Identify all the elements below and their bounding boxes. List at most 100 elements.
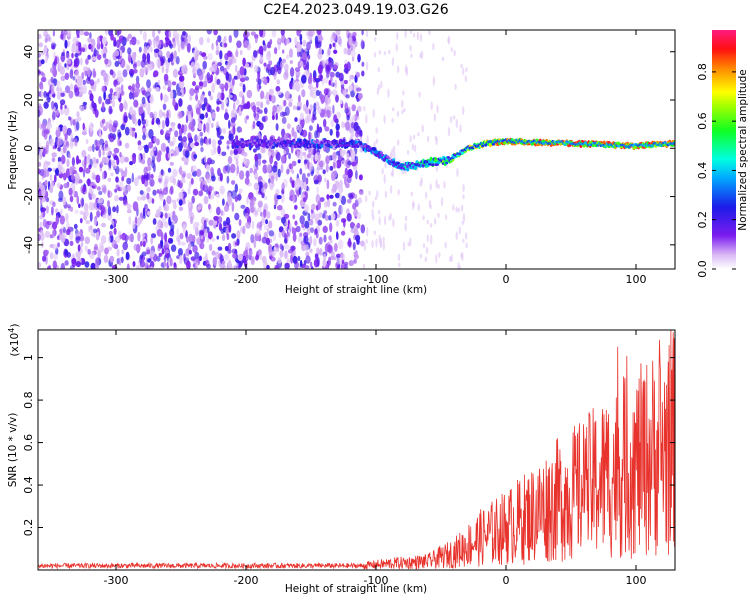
signal-cell — [672, 141, 675, 145]
noise-speck — [291, 180, 295, 188]
noise-speck — [455, 118, 458, 129]
noise-speck — [280, 193, 285, 203]
noise-speck — [314, 153, 318, 162]
noise-speck — [358, 130, 362, 138]
noise-speck — [137, 216, 143, 225]
noise-speck — [325, 163, 329, 173]
noise-speck — [179, 255, 183, 265]
noise-speck — [435, 178, 438, 189]
noise-speck — [82, 168, 86, 178]
noise-speck — [132, 155, 137, 165]
noise-speck — [109, 88, 114, 94]
noise-speck — [170, 186, 174, 192]
noise-speck — [98, 133, 102, 139]
noise-speck — [253, 50, 258, 58]
noise-speck — [352, 242, 356, 251]
noise-speck — [365, 195, 368, 203]
noise-speck — [217, 62, 222, 67]
noise-speck — [57, 242, 60, 248]
noise-speck — [313, 237, 317, 247]
noise-speck — [112, 120, 119, 128]
noise-speck — [43, 129, 50, 134]
noise-speck — [215, 193, 221, 198]
noise-speck — [236, 108, 239, 114]
noise-speck — [145, 102, 150, 111]
noise-speck — [307, 172, 311, 177]
noise-speck — [45, 250, 49, 255]
noise-speck — [305, 99, 309, 108]
noise-speck — [119, 234, 126, 240]
noise-speck — [284, 244, 290, 250]
signal-cell — [481, 144, 485, 148]
noise-speck — [320, 94, 325, 104]
noise-speck — [351, 56, 355, 62]
noise-speck — [129, 106, 134, 115]
noise-speck — [81, 159, 87, 168]
noise-speck — [231, 248, 237, 254]
noise-speck — [154, 48, 160, 54]
noise-speck — [142, 127, 147, 133]
noise-speck — [108, 123, 113, 133]
noise-speck — [63, 30, 68, 36]
noise-speck — [203, 195, 209, 205]
noise-speck — [404, 222, 407, 232]
noise-speck — [112, 100, 115, 108]
noise-speck — [96, 210, 101, 218]
noise-speck — [450, 254, 453, 263]
noise-speck — [264, 196, 268, 201]
noise-speck — [219, 185, 225, 195]
noise-speck — [344, 176, 347, 186]
noise-speck — [391, 118, 394, 123]
noise-speck — [293, 227, 297, 234]
noise-speck — [182, 223, 187, 234]
snr-x-label: Height of straight line (km) — [285, 583, 427, 595]
noise-speck — [74, 53, 79, 58]
noise-speck — [254, 37, 258, 44]
noise-speck — [340, 195, 347, 205]
noise-speck — [113, 147, 120, 154]
noise-speck — [331, 89, 338, 96]
noise-speck — [294, 67, 301, 72]
noise-speck — [304, 244, 309, 252]
noise-speck — [139, 190, 144, 195]
noise-speck — [397, 189, 400, 196]
noise-speck — [109, 108, 113, 114]
noise-speck — [202, 81, 208, 88]
noise-speck — [59, 99, 66, 106]
noise-speck — [268, 220, 273, 229]
noise-speck — [288, 163, 292, 170]
noise-speck — [459, 124, 462, 133]
noise-speck — [38, 70, 41, 75]
noise-speck — [353, 84, 359, 94]
noise-speck — [60, 103, 63, 111]
noise-speck — [84, 104, 87, 110]
snr-frame — [37, 329, 676, 571]
noise-speck — [143, 46, 148, 55]
noise-speck — [208, 243, 213, 251]
noise-speck — [253, 111, 257, 118]
noise-speck — [444, 214, 448, 220]
noise-speck — [154, 36, 158, 42]
noise-speck — [134, 88, 141, 95]
noise-speck — [335, 219, 340, 227]
noise-speck — [372, 108, 375, 118]
noise-speck — [38, 33, 42, 40]
noise-speck — [392, 145, 396, 154]
signal-cell — [342, 138, 346, 143]
noise-speck — [309, 104, 313, 112]
noise-speck — [174, 130, 179, 138]
noise-speck — [245, 221, 251, 229]
noise-speck — [117, 129, 122, 139]
noise-speck — [215, 121, 220, 129]
noise-speck — [279, 250, 284, 258]
noise-speck — [149, 178, 155, 187]
noise-speck — [225, 217, 231, 226]
noise-speck — [235, 158, 239, 167]
noise-speck — [97, 78, 100, 83]
noise-speck — [215, 251, 220, 260]
noise-speck — [223, 42, 228, 48]
noise-speck — [346, 198, 352, 204]
noise-speck — [51, 152, 57, 158]
noise-speck — [253, 148, 257, 153]
noise-speck — [357, 197, 363, 204]
